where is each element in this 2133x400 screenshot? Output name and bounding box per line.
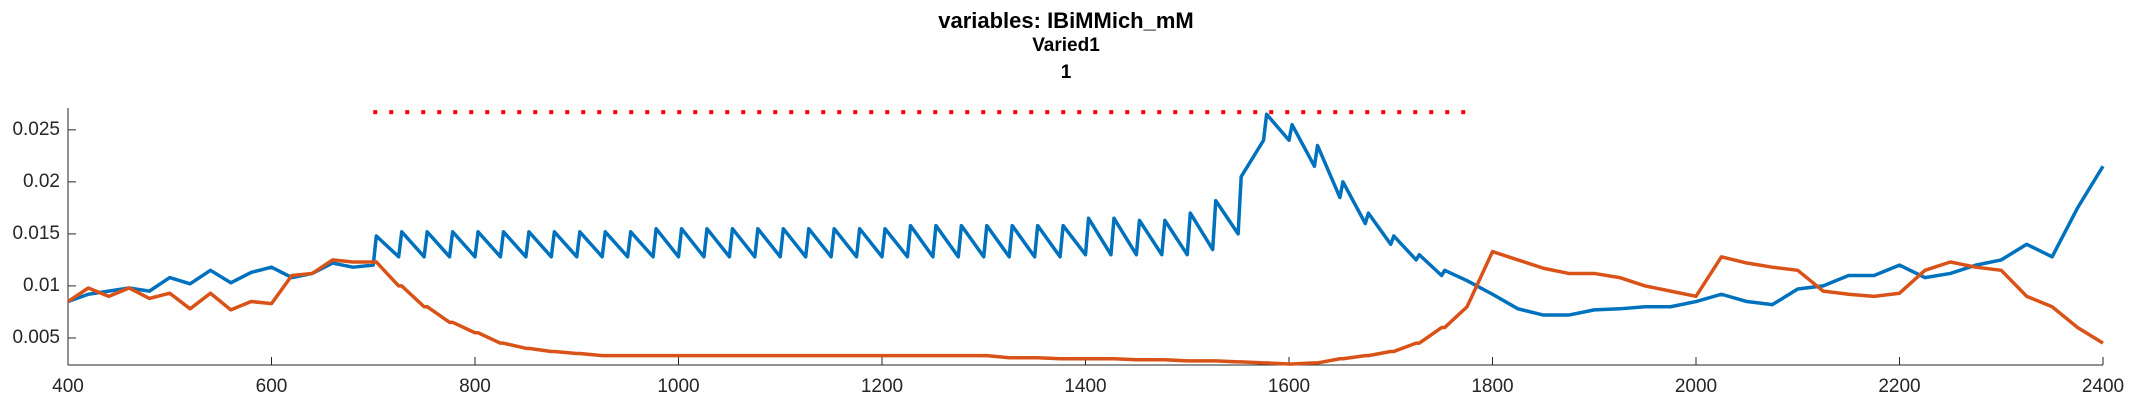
chart-subtitle: Varied1 — [1032, 35, 1100, 56]
x-tick-label: 600 — [256, 376, 288, 397]
x-tick-label: 1200 — [861, 376, 903, 397]
x-tick-label: 2000 — [1675, 376, 1717, 397]
y-tick-label: 0.02 — [23, 171, 60, 192]
chart-title: variables: IBiMMich_mM — [938, 8, 1194, 33]
x-tick-label: 1400 — [1064, 376, 1106, 397]
x-tick-label: 400 — [52, 376, 84, 397]
x-tick-label: 1800 — [1471, 376, 1513, 397]
data-line — [67, 112, 2105, 317]
data-line — [67, 249, 2104, 366]
x-tick-label: 1600 — [1268, 376, 1310, 397]
x-tick-label: 2400 — [2082, 376, 2124, 397]
y-tick-label: 0.01 — [23, 275, 60, 296]
x-tick-label: 800 — [459, 376, 491, 397]
y-tick-label: 0.015 — [12, 223, 60, 244]
x-tick-label: 1000 — [657, 376, 699, 397]
y-tick-label: 0.025 — [12, 119, 60, 140]
x-tick-label: 2200 — [1878, 376, 1920, 397]
chart-subtitle: 1 — [1061, 62, 1072, 83]
y-tick-label: 0.005 — [12, 327, 60, 348]
